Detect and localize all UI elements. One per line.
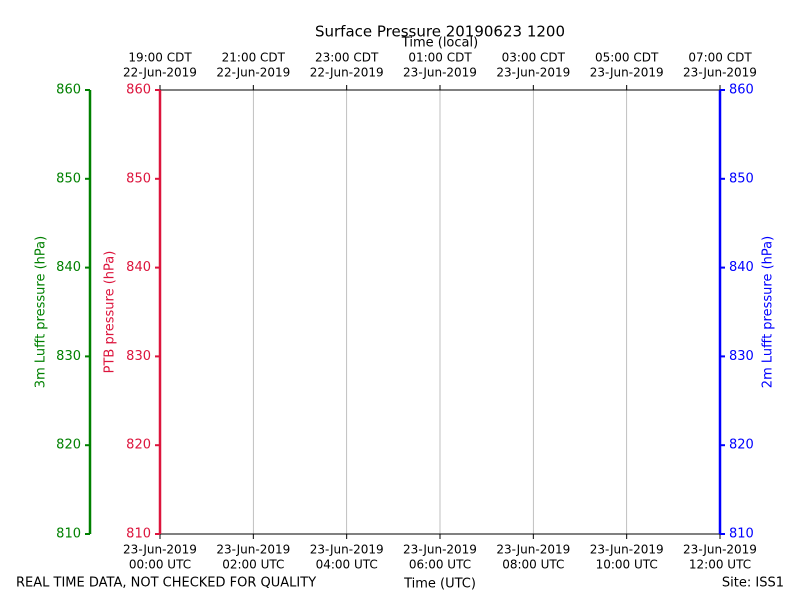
x2-tick-label: 23-Jun-2019 <box>590 66 664 80</box>
x2-axis-label: Time (local) <box>401 36 478 51</box>
x-tick-label: 06:00 UTC <box>409 558 471 572</box>
y2-tick-label: 850 <box>729 171 754 186</box>
y2-tick-label: 810 <box>729 527 754 542</box>
x2-tick-label: 05:00 CDT <box>595 51 659 65</box>
chart-title: Surface Pressure 20190623 1200 <box>315 23 565 41</box>
x-tick-label: 10:00 UTC <box>596 558 658 572</box>
y2-tick-label: 830 <box>729 349 754 364</box>
y2-tick-label: 840 <box>729 260 754 275</box>
y3-tick-label: 850 <box>56 171 81 186</box>
x-tick-label: 23-Jun-2019 <box>590 543 664 557</box>
x2-tick-label: 23-Jun-2019 <box>496 66 570 80</box>
y-tick-label: 850 <box>126 171 151 186</box>
x2-tick-label: 07:00 CDT <box>688 51 752 65</box>
x2-tick-label: 03:00 CDT <box>502 51 566 65</box>
x-tick-label: 23-Jun-2019 <box>310 543 384 557</box>
y3-tick-label: 840 <box>56 260 81 275</box>
site-label: Site: ISS1 <box>722 576 784 591</box>
x-tick-label: 00:00 UTC <box>129 558 191 572</box>
x-tick-label: 04:00 UTC <box>316 558 378 572</box>
y-axis-label: PTB pressure (hPa) <box>103 251 118 374</box>
y3-axis-label: 3m Lufft pressure (hPa) <box>34 236 49 388</box>
x2-tick-label: 22-Jun-2019 <box>216 66 290 80</box>
footer-note: REAL TIME DATA, NOT CHECKED FOR QUALITY <box>16 576 316 591</box>
y2-tick-label: 860 <box>729 83 754 98</box>
x2-tick-label: 19:00 CDT <box>128 51 192 65</box>
x-tick-label: 23-Jun-2019 <box>123 543 197 557</box>
y2-tick-label: 820 <box>729 438 754 453</box>
x-tick-label: 23-Jun-2019 <box>496 543 570 557</box>
y3-tick-label: 830 <box>56 349 81 364</box>
y3-tick-label: 860 <box>56 83 81 98</box>
x2-tick-label: 23-Jun-2019 <box>683 66 757 80</box>
x-axis-label: Time (UTC) <box>403 577 476 592</box>
x-tick-label: 12:00 UTC <box>689 558 751 572</box>
x2-tick-label: 01:00 CDT <box>408 51 472 65</box>
x2-tick-label: 23:00 CDT <box>315 51 379 65</box>
x-tick-label: 23-Jun-2019 <box>683 543 757 557</box>
y3-tick-label: 820 <box>56 438 81 453</box>
x2-tick-label: 21:00 CDT <box>222 51 286 65</box>
x-tick-label: 08:00 UTC <box>502 558 564 572</box>
x2-tick-label: 23-Jun-2019 <box>403 66 477 80</box>
x-tick-label: 23-Jun-2019 <box>403 543 477 557</box>
x-tick-label: 02:00 UTC <box>222 558 284 572</box>
y-tick-label: 830 <box>126 349 151 364</box>
y-tick-label: 840 <box>126 260 151 275</box>
y-tick-label: 810 <box>126 527 151 542</box>
y-tick-label: 820 <box>126 438 151 453</box>
x2-tick-label: 22-Jun-2019 <box>310 66 384 80</box>
y-tick-label: 860 <box>126 83 151 98</box>
y2-axis-label: 2m Lufft pressure (hPa) <box>761 236 776 388</box>
x2-tick-label: 22-Jun-2019 <box>123 66 197 80</box>
x-tick-label: 23-Jun-2019 <box>216 543 290 557</box>
y3-tick-label: 810 <box>56 527 81 542</box>
